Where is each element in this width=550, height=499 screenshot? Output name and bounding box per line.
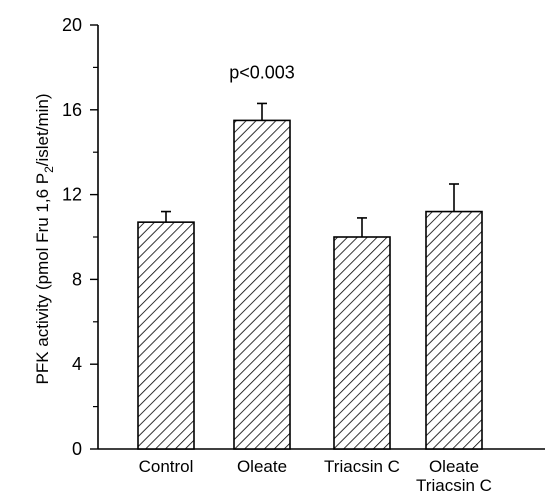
significance-annotation: p<0.003: [229, 62, 295, 82]
bar: [137, 221, 195, 450]
x-category-label: Triacsin C: [416, 476, 492, 495]
y-tick-label: 12: [62, 185, 82, 205]
y-axis-label: PFK activity (pmol Fru 1,6 P2/islet/min): [33, 93, 56, 384]
y-axis-label-main: PFK activity (pmol Fru 1,6 P: [33, 173, 52, 385]
x-category-label: Control: [139, 457, 194, 476]
y-tick-label: 0: [72, 439, 82, 459]
x-category-label: Oleate: [429, 457, 479, 476]
y-tick-label: 8: [72, 269, 82, 289]
x-category-label: Oleate: [237, 457, 287, 476]
bar: [333, 236, 391, 450]
bars: [137, 119, 483, 450]
y-tick-label: 16: [62, 100, 82, 120]
y-tick-label: 20: [62, 15, 82, 35]
y-tick-label: 4: [72, 354, 82, 374]
x-category-label: Triacsin C: [324, 457, 400, 476]
error-bars: [161, 102, 459, 237]
y-axis-label-suffix: /islet/min): [33, 93, 52, 166]
bar: [425, 210, 483, 450]
bar: [233, 119, 291, 450]
y-axis-label-subscript: 2: [42, 166, 56, 173]
